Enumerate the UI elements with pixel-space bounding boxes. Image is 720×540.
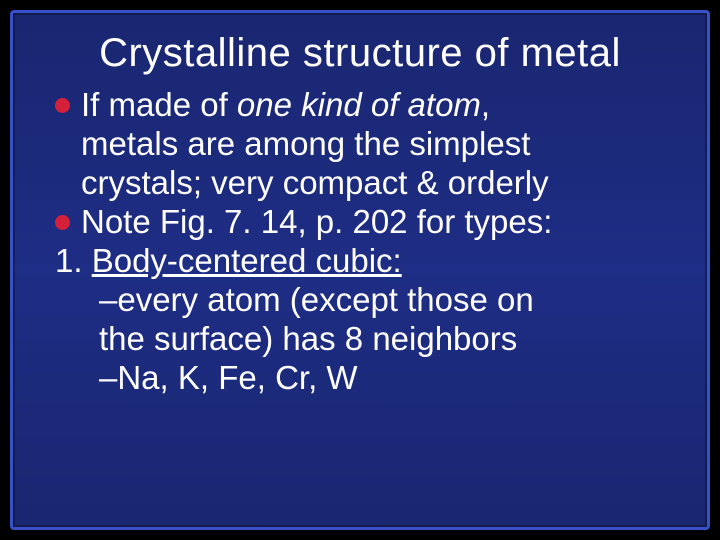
bullet-item-2: Note Fig. 7. 14, p. 202 for types:: [55, 203, 665, 242]
sub-item: –Na, K, Fe, Cr, W: [55, 359, 665, 398]
slide-title: Crystalline structure of metal: [55, 31, 665, 76]
slide: Crystalline structure of metal If made o…: [10, 10, 710, 530]
bullet-item-1: If made of one kind of atom,: [55, 86, 665, 125]
sub-item: –every atom (except those on: [55, 281, 665, 320]
text-emphasis: one kind of atom: [237, 86, 481, 123]
bullet-list: If made of one kind of atom, metals are …: [55, 86, 665, 398]
slide-body: If made of one kind of atom, metals are …: [55, 86, 665, 398]
text-fragment: Note Fig. 7. 14, p. 202 for types:: [81, 203, 552, 240]
bullet-continuation: metals are among the simplest: [55, 125, 665, 164]
numbered-item: 1. Body-centered cubic:: [55, 242, 665, 281]
bullet-icon: [55, 215, 70, 230]
text-fragment: ,: [481, 86, 490, 123]
text-fragment: 1.: [55, 242, 92, 279]
text-underline: Body-centered cubic:: [92, 242, 402, 279]
sub-item-continuation: the surface) has 8 neighbors: [55, 320, 665, 359]
text-fragment: If made of: [81, 86, 237, 123]
bullet-continuation: crystals; very compact & orderly: [55, 164, 665, 203]
bullet-icon: [55, 98, 70, 113]
